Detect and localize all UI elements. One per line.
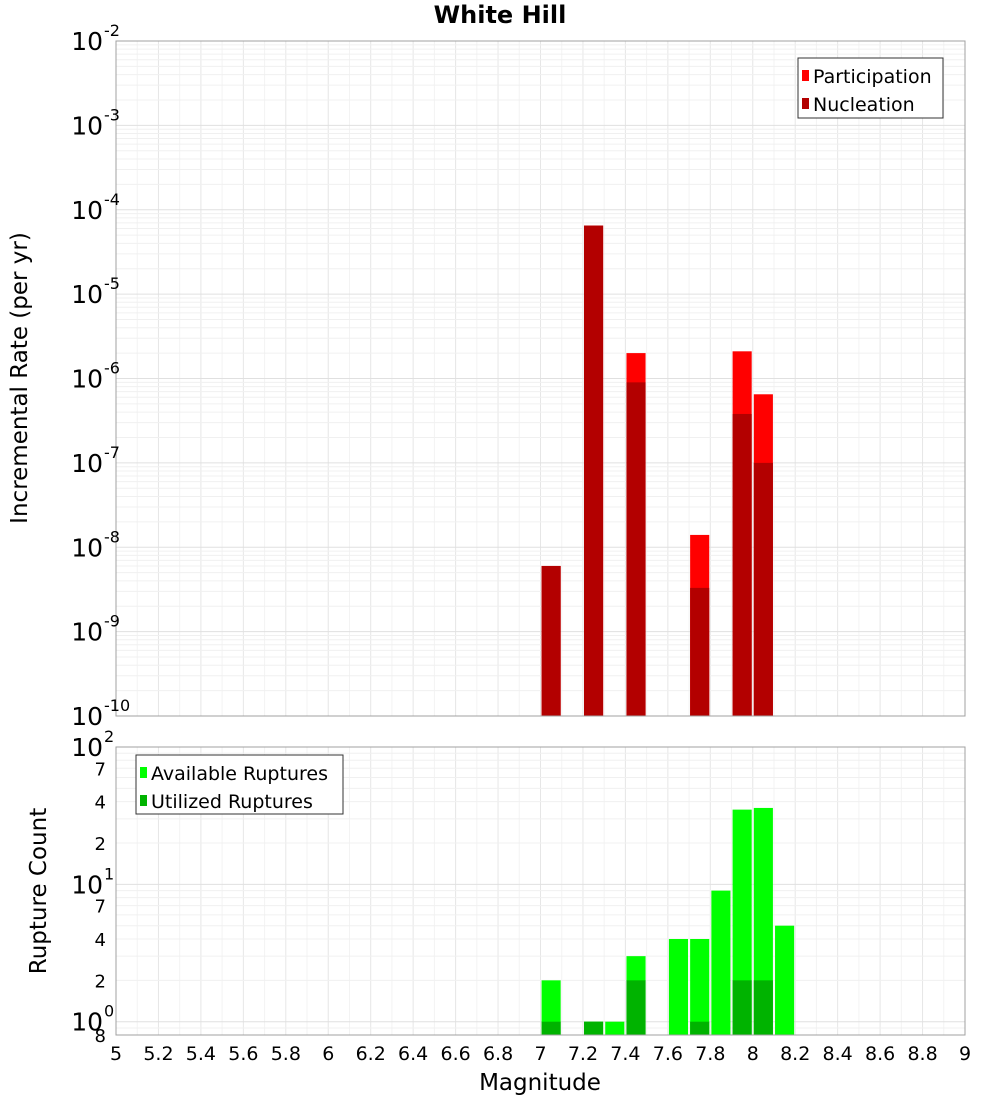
y-tick-label: 4: [95, 930, 106, 951]
y-tick-label: 2: [95, 834, 106, 855]
available-ruptures-bar: [541, 980, 561, 1035]
y-tick-label-exponent: -5: [104, 274, 120, 293]
x-tick-label: 6.2: [356, 1043, 386, 1065]
utilized-ruptures-bar: [732, 980, 752, 1035]
x-tick-label: 7.8: [695, 1043, 725, 1065]
y-tick-label-exponent: -8: [104, 527, 120, 546]
y-tick-label-base: 10: [71, 870, 103, 899]
utilized-ruptures-bar: [753, 980, 773, 1035]
nucleation-bar: [753, 462, 773, 716]
count-legend: Available Ruptures Utilized Ruptures: [135, 754, 344, 815]
y-tick-label-exponent: 2: [104, 727, 114, 746]
y-tick-label-base: 10: [71, 196, 103, 225]
legend-box: [797, 57, 944, 119]
x-tick-label: 5.2: [143, 1043, 173, 1065]
nucleation-bar: [584, 225, 604, 716]
y-tick-label-base: 10: [71, 449, 103, 478]
y-tick-label-exponent: 0: [104, 1002, 114, 1021]
x-tick-label: 5.4: [186, 1043, 216, 1065]
y-tick-label: 2: [95, 971, 106, 992]
y-tick-label-base: 10: [71, 111, 103, 140]
x-tick-label: 8.6: [865, 1043, 895, 1065]
legend-swatch: [802, 70, 809, 81]
x-tick-label: 6: [322, 1043, 334, 1065]
x-tick-label: 7.6: [653, 1043, 683, 1065]
x-tick-label: 7.4: [610, 1043, 640, 1065]
utilized-ruptures-bar: [584, 1021, 604, 1035]
rate-gridlines: [115, 41, 966, 717]
y-tick-label-exponent: -4: [104, 190, 120, 209]
nucleation-bar: [690, 587, 710, 716]
y-tick-label: 8: [95, 1026, 106, 1047]
y-tick-label-base: 10: [71, 733, 103, 762]
x-tick-label: 8.8: [907, 1043, 937, 1065]
legend-swatch: [140, 795, 147, 806]
y-tick-label-base: 10: [71, 1008, 103, 1037]
legend-label: Available Ruptures: [151, 763, 328, 785]
count-bars: [541, 807, 795, 1035]
count-y-axis-label: Rupture Count: [26, 808, 52, 974]
rate-plot-border: [115, 40, 966, 717]
x-axis-label: Magnitude: [479, 1070, 601, 1096]
y-tick-label-base: 10: [71, 27, 103, 56]
utilized-ruptures-bar: [541, 1021, 561, 1035]
count-plot-border: [115, 746, 966, 1036]
x-tick-label: 5.6: [228, 1043, 258, 1065]
x-tick-label: 6.6: [440, 1043, 470, 1065]
y-tick-label-base: 10: [71, 365, 103, 394]
rate-bars: [541, 225, 773, 716]
x-tick-label: 8.4: [823, 1043, 853, 1065]
x-tick-label: 7.2: [568, 1043, 598, 1065]
legend-swatch: [140, 767, 147, 778]
utilized-ruptures-bar: [690, 1021, 710, 1035]
y-tick-label-exponent: 1: [104, 864, 114, 883]
rate-y-axis-label: Incremental Rate (per yr): [7, 232, 33, 524]
magnitude-x-tick-labels: 5 5.2 5.4 5.6 5.8 6 6.2 6.4 6.6 6.8 7 7.2 7.4 7.6 7.8 8…: [110, 1043, 971, 1065]
y-tick-label-base: 10: [71, 618, 103, 647]
y-tick-label-exponent: -7: [104, 443, 120, 462]
available-ruptures-bar: [711, 890, 731, 1035]
legend-label: Utilized Ruptures: [151, 791, 313, 813]
nucleation-bar: [541, 565, 561, 716]
y-tick-label: 7: [95, 897, 106, 918]
y-tick-label-base: 10: [71, 702, 103, 731]
available-ruptures-bar: [753, 807, 773, 1035]
y-tick-label: 4: [95, 793, 106, 814]
y-tick-label-base: 10: [71, 533, 103, 562]
available-ruptures-bar: [668, 939, 689, 1035]
utilized-ruptures-bar: [626, 980, 646, 1035]
x-tick-label: 8: [747, 1043, 759, 1065]
nucleation-bar: [732, 413, 752, 716]
y-tick-label-exponent: -2: [104, 21, 120, 40]
x-tick-label: 7: [534, 1043, 546, 1065]
y-tick-label-exponent: -10: [104, 696, 130, 715]
y-tick-label-base: 10: [71, 280, 103, 309]
y-tick-label: 7: [95, 759, 106, 780]
chart-title: White Hill: [434, 1, 567, 29]
legend-box: [135, 754, 344, 815]
x-tick-label: 9: [959, 1043, 971, 1065]
available-ruptures-bar: [605, 1021, 625, 1035]
available-ruptures-bar: [732, 809, 752, 1035]
x-tick-label: 6.8: [483, 1043, 513, 1065]
available-ruptures-bar: [775, 925, 795, 1035]
y-tick-label-exponent: -6: [104, 359, 120, 378]
legend-swatch: [802, 98, 809, 109]
y-tick-label-exponent: -3: [104, 105, 120, 124]
y-tick-label-exponent: -9: [104, 612, 120, 631]
x-tick-label: 6.4: [398, 1043, 428, 1065]
x-tick-label: 8.2: [780, 1043, 810, 1065]
available-ruptures-bar: [690, 939, 710, 1035]
legend-label: Participation: [813, 66, 932, 88]
legend-label: Nucleation: [813, 94, 915, 116]
x-tick-label: 5.8: [271, 1043, 301, 1065]
x-tick-label: 5: [110, 1043, 122, 1065]
rate-legend: Participation Nucleation: [797, 57, 944, 119]
nucleation-bar: [626, 382, 646, 716]
